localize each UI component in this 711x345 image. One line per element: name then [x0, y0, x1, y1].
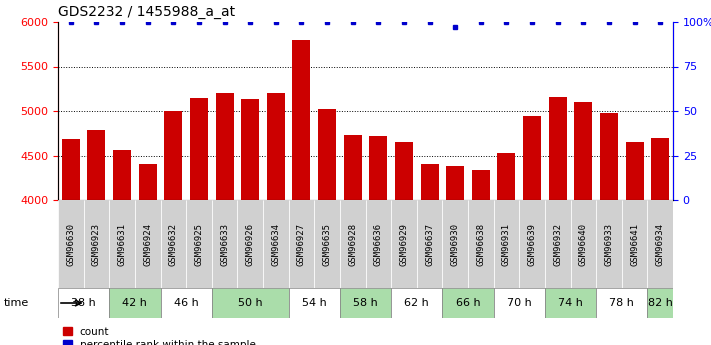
Text: GSM96929: GSM96929	[400, 223, 408, 266]
Text: GSM96927: GSM96927	[297, 223, 306, 266]
Bar	[58, 200, 84, 288]
Bar	[421, 164, 439, 345]
Bar	[241, 99, 259, 345]
Text: 82 h: 82 h	[648, 298, 673, 308]
Bar	[395, 142, 413, 345]
Bar	[648, 200, 673, 288]
Bar	[109, 200, 135, 288]
Bar	[186, 200, 212, 288]
Text: 58 h: 58 h	[353, 298, 378, 308]
Bar	[135, 200, 161, 288]
Bar	[549, 97, 567, 345]
Text: 74 h: 74 h	[558, 298, 583, 308]
Bar	[596, 288, 648, 318]
Bar	[289, 288, 340, 318]
Bar	[314, 200, 340, 288]
Text: GSM96631: GSM96631	[117, 223, 127, 266]
Bar	[289, 200, 314, 288]
Bar	[447, 166, 464, 345]
Bar	[212, 200, 237, 288]
Text: GDS2232 / 1455988_a_at: GDS2232 / 1455988_a_at	[58, 4, 235, 19]
Bar	[267, 93, 285, 345]
Legend: count, percentile rank within the sample: count, percentile rank within the sample	[63, 327, 256, 345]
Bar	[468, 200, 493, 288]
Text: GSM96635: GSM96635	[323, 223, 331, 266]
Text: 38 h: 38 h	[71, 298, 96, 308]
Text: GSM96634: GSM96634	[272, 223, 280, 266]
Text: GSM96931: GSM96931	[502, 223, 511, 266]
Bar	[600, 113, 618, 345]
Bar	[340, 200, 365, 288]
Bar	[574, 102, 592, 345]
Bar	[519, 200, 545, 288]
Bar	[139, 164, 156, 345]
Text: GSM96636: GSM96636	[374, 223, 383, 266]
Text: GSM96934: GSM96934	[656, 223, 665, 266]
Text: 66 h: 66 h	[456, 298, 481, 308]
Bar	[237, 200, 263, 288]
Bar	[442, 200, 468, 288]
Text: GSM96637: GSM96637	[425, 223, 434, 266]
Bar	[212, 288, 289, 318]
Text: 42 h: 42 h	[122, 298, 147, 308]
Bar	[58, 288, 109, 318]
Bar	[113, 150, 131, 345]
Bar	[263, 200, 289, 288]
Text: GSM96926: GSM96926	[246, 223, 255, 266]
Bar	[215, 93, 233, 345]
Bar	[545, 288, 596, 318]
Bar	[161, 200, 186, 288]
Bar	[365, 200, 391, 288]
Text: GSM96933: GSM96933	[604, 223, 614, 266]
Text: GSM96923: GSM96923	[92, 223, 101, 266]
Bar	[161, 288, 212, 318]
Bar	[417, 200, 442, 288]
Bar	[648, 288, 673, 318]
Bar	[87, 130, 105, 345]
Bar	[369, 136, 387, 345]
Bar	[570, 200, 596, 288]
Bar	[545, 200, 570, 288]
Text: 54 h: 54 h	[302, 298, 326, 308]
Bar	[292, 40, 311, 345]
Text: GSM96638: GSM96638	[476, 223, 486, 266]
Text: GSM96632: GSM96632	[169, 223, 178, 266]
Text: 50 h: 50 h	[238, 298, 262, 308]
Text: 70 h: 70 h	[507, 298, 532, 308]
Text: GSM96639: GSM96639	[528, 223, 537, 266]
Bar	[596, 200, 621, 288]
Text: GSM96928: GSM96928	[348, 223, 357, 266]
Bar	[391, 200, 417, 288]
Bar	[164, 111, 182, 345]
Text: GSM96633: GSM96633	[220, 223, 229, 266]
Bar	[318, 109, 336, 345]
Bar	[498, 153, 515, 345]
Bar	[109, 288, 161, 318]
Bar	[343, 135, 362, 345]
Text: time: time	[4, 298, 29, 308]
Bar	[626, 142, 643, 345]
Text: 62 h: 62 h	[405, 298, 429, 308]
Text: 46 h: 46 h	[173, 298, 198, 308]
Text: GSM96930: GSM96930	[451, 223, 460, 266]
Bar	[84, 200, 109, 288]
Bar	[340, 288, 391, 318]
Bar	[391, 288, 442, 318]
Text: 78 h: 78 h	[609, 298, 634, 308]
Text: GSM96924: GSM96924	[143, 223, 152, 266]
Bar	[523, 116, 541, 345]
Text: GSM96630: GSM96630	[66, 223, 75, 266]
Bar	[442, 288, 493, 318]
Bar	[190, 98, 208, 345]
Text: GSM96932: GSM96932	[553, 223, 562, 266]
Bar	[472, 170, 490, 345]
Bar	[621, 200, 648, 288]
Bar	[493, 288, 545, 318]
Bar	[651, 138, 669, 345]
Text: GSM96640: GSM96640	[579, 223, 588, 266]
Text: GSM96925: GSM96925	[194, 223, 203, 266]
Bar	[62, 139, 80, 345]
Bar	[493, 200, 519, 288]
Text: GSM96641: GSM96641	[630, 223, 639, 266]
